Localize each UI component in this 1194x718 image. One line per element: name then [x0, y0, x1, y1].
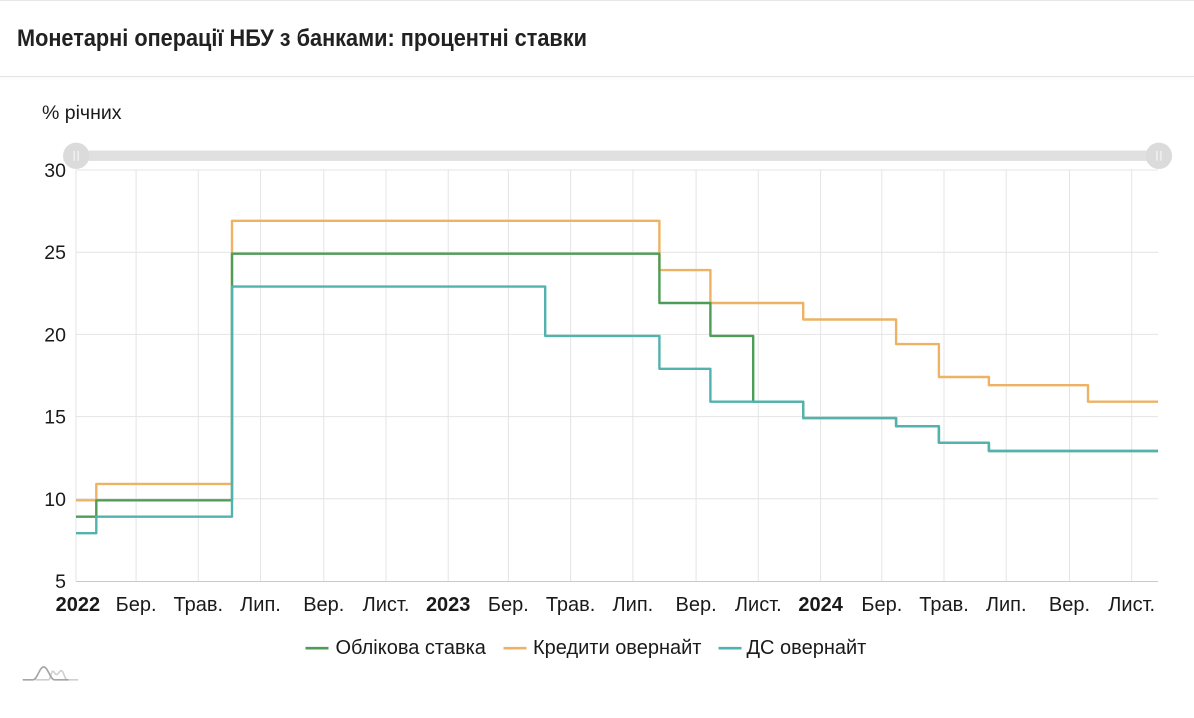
svg-text:2023: 2023	[426, 594, 471, 616]
svg-text:Вер.: Вер.	[676, 594, 717, 616]
svg-text:5: 5	[55, 571, 66, 593]
svg-text:Бер.: Бер.	[488, 594, 529, 616]
svg-text:Лип.: Лип.	[613, 594, 654, 616]
svg-text:25: 25	[44, 242, 66, 264]
svg-text:% річних: % річних	[42, 102, 122, 124]
svg-text:Вер.: Вер.	[1049, 594, 1090, 616]
svg-text:2024: 2024	[798, 594, 843, 616]
svg-text:Облікова ставка: Облікова ставка	[336, 637, 487, 659]
svg-text:Трав.: Трав.	[174, 594, 224, 616]
svg-text:Трав.: Трав.	[546, 594, 596, 616]
svg-text:10: 10	[44, 489, 66, 511]
svg-text:15: 15	[44, 407, 66, 429]
svg-text:Бер.: Бер.	[116, 594, 157, 616]
svg-text:Лист.: Лист.	[363, 594, 410, 616]
svg-text:Вер.: Вер.	[303, 594, 344, 616]
svg-text:Лист.: Лист.	[1108, 594, 1155, 616]
svg-text:ДС овернайт: ДС овернайт	[747, 637, 867, 659]
svg-text:2022: 2022	[56, 594, 101, 616]
svg-text:Лист.: Лист.	[735, 594, 782, 616]
svg-text:20: 20	[44, 324, 66, 346]
svg-text:Кредити овернайт: Кредити овернайт	[533, 637, 701, 659]
svg-text:Лип.: Лип.	[240, 594, 281, 616]
svg-text:Бер.: Бер.	[861, 594, 902, 616]
svg-text:30: 30	[44, 160, 66, 182]
svg-text:Трав.: Трав.	[919, 594, 969, 616]
svg-text:Лип.: Лип.	[986, 594, 1027, 616]
